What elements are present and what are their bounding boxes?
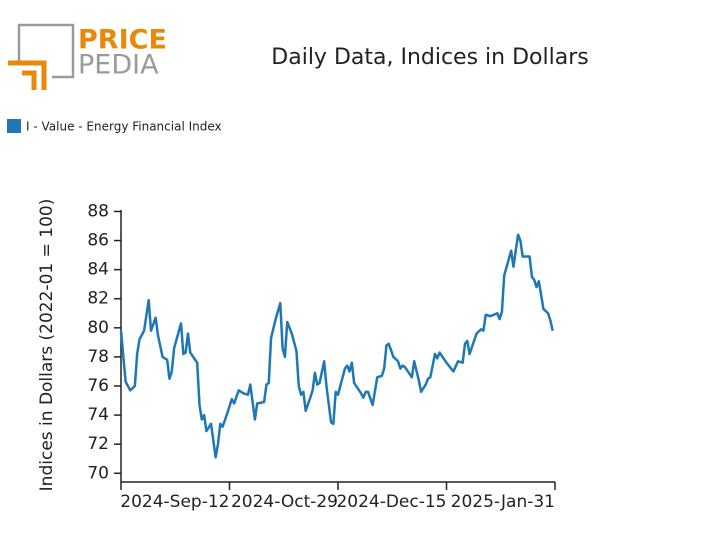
- series-line: [119, 233, 554, 459]
- y-tick-label: 88: [87, 201, 109, 221]
- y-tick-label: 86: [87, 231, 109, 251]
- y-tick-label: 82: [87, 289, 109, 309]
- legend-label: I - Value - Energy Financial Index: [26, 120, 222, 134]
- x-tick-label: 2025-Jan-31: [451, 492, 555, 512]
- logo: PRICE PEDIA: [8, 23, 167, 90]
- x-tick-label: 2024-Sep-12: [120, 492, 229, 512]
- y-tick-label: 74: [87, 405, 109, 425]
- legend-swatch: [7, 119, 21, 133]
- x-tick-label: 2024-Dec-15: [336, 492, 446, 512]
- y-tick-label: 70: [87, 463, 109, 483]
- x-tick-label: 2024-Oct-29: [231, 492, 338, 512]
- y-tick-label: 84: [87, 260, 109, 280]
- logo-word: PEDIA: [78, 50, 159, 81]
- y-axis-label: Indices in Dollars (2022-01 = 100): [37, 199, 57, 492]
- y-tick-label: 80: [87, 318, 109, 338]
- chart-title: Daily Data, Indices in Dollars: [271, 45, 588, 70]
- logo-word: PRICE: [78, 25, 167, 56]
- y-tick-label: 72: [87, 434, 109, 454]
- y-tick-label: 78: [87, 347, 109, 367]
- y-tick-label: 76: [87, 376, 109, 396]
